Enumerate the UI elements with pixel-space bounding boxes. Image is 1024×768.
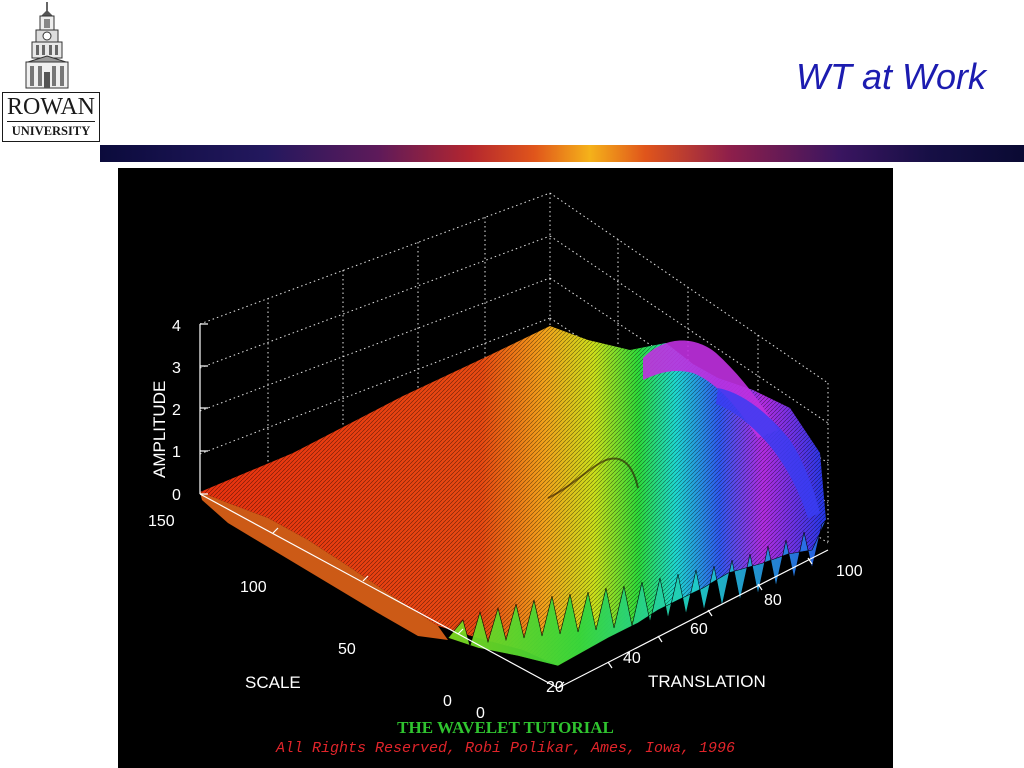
logo-wordmark: ROWAN UNIVERSITY xyxy=(2,92,100,142)
translation-tick-40: 40 xyxy=(623,650,641,667)
translation-tick-0: 0 xyxy=(476,705,485,722)
header-gradient-bar xyxy=(100,145,1024,162)
translation-tick-20: 20 xyxy=(546,679,564,696)
translation-tick-100: 100 xyxy=(836,563,863,580)
wavelet-transform-figure: 0 1 2 3 4 150 100 50 0 0 20 40 60 80 100… xyxy=(118,168,893,768)
scale-tick-0: 0 xyxy=(443,693,452,710)
scale-tick-100: 100 xyxy=(240,579,267,596)
amplitude-tick-1: 1 xyxy=(172,444,181,461)
amplitude-tick-3: 3 xyxy=(172,360,181,377)
logo-divider xyxy=(7,121,95,122)
figure-caption-credit: All Rights Reserved, Robi Polikar, Ames,… xyxy=(275,740,736,757)
logo-line-university: UNIVERSITY xyxy=(11,124,91,138)
scale-tick-150: 150 xyxy=(148,513,175,530)
building-tower-icon xyxy=(25,2,69,89)
scale-axis-label: SCALE xyxy=(245,673,301,692)
translation-axis-label: TRANSLATION xyxy=(648,672,766,691)
translation-tick-60: 60 xyxy=(690,621,708,638)
amplitude-tick-0: 0 xyxy=(172,487,181,504)
amplitude-tick-4: 4 xyxy=(172,318,181,335)
amplitude-tick-2: 2 xyxy=(172,402,181,419)
wavelet-3d-surface-plot: 0 1 2 3 4 150 100 50 0 0 20 40 60 80 100… xyxy=(148,192,863,722)
slide-title: WT at Work xyxy=(796,56,986,97)
logo-line-rowan: ROWAN xyxy=(7,94,95,120)
rowan-university-logo: ROWAN UNIVERSITY xyxy=(0,0,104,148)
translation-tick-80: 80 xyxy=(764,592,782,609)
amplitude-axis-label: AMPLITUDE xyxy=(150,381,169,478)
scale-tick-50: 50 xyxy=(338,641,356,658)
figure-caption-title: THE WAVELET TUTORIAL xyxy=(397,718,614,737)
